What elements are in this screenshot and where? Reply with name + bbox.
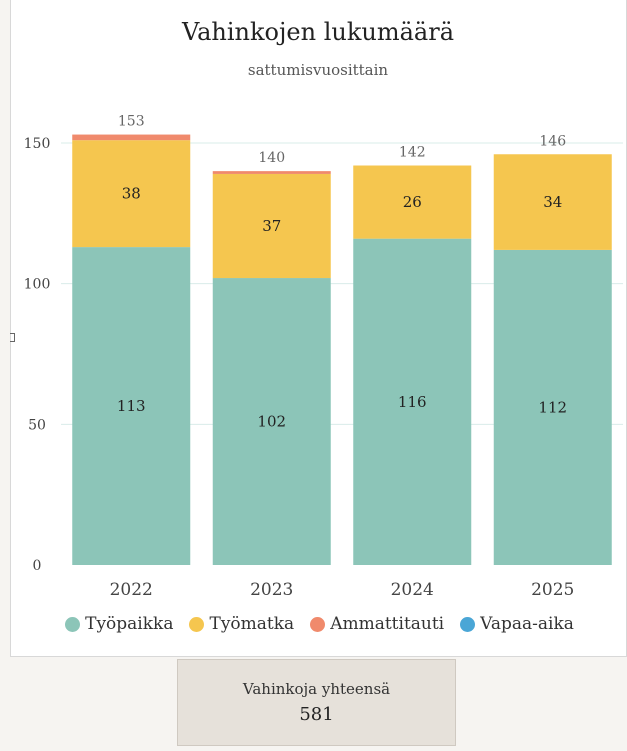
bar-segment-työmatka[interactable] bbox=[493, 154, 612, 250]
legend-item-työpaikka[interactable]: Työpaikka bbox=[65, 614, 173, 634]
bar-value-label: 38 bbox=[122, 185, 141, 203]
y-tick-label: 0 bbox=[33, 558, 42, 574]
chart-panel: Vahinkojen lukumäärä sattumisvuosittain … bbox=[10, 0, 627, 657]
chart-subtitle: sattumisvuosittain bbox=[248, 61, 389, 79]
bar-segment-ammattitauti[interactable] bbox=[72, 134, 191, 141]
legend-label: Ammattitauti bbox=[330, 614, 445, 634]
legend-item-ammattitauti[interactable]: Ammattitauti bbox=[310, 614, 444, 634]
x-tick-label: 2024 bbox=[391, 580, 434, 600]
total-card-value: 581 bbox=[299, 704, 334, 725]
x-tick-label: 2025 bbox=[531, 580, 574, 600]
legend-item-vapaa-aika[interactable]: Vapaa-aika bbox=[460, 614, 574, 634]
bar-value-label: 112 bbox=[538, 398, 567, 416]
chart-legend: Työpaikka Työmatka Ammattitauti Vapaa-aika bbox=[11, 614, 627, 634]
legend-swatch-icon bbox=[460, 616, 476, 632]
bar-segment-ammattitauti[interactable] bbox=[212, 171, 331, 174]
bar-segment-työpaikka[interactable] bbox=[72, 247, 191, 566]
x-tick-label: 2023 bbox=[250, 580, 293, 600]
bar-value-label: 26 bbox=[403, 193, 422, 211]
bar-segment-työmatka[interactable] bbox=[212, 173, 331, 279]
bar-value-label: 116 bbox=[398, 393, 427, 411]
bar-segment-työpaikka[interactable] bbox=[493, 249, 612, 565]
collapse-handle-icon[interactable] bbox=[10, 333, 15, 342]
legend-label: Työmatka bbox=[209, 614, 295, 634]
bar-total-label: 153 bbox=[118, 114, 145, 130]
stacked-bar-chart: Vahinkojen lukumäärä sattumisvuosittain … bbox=[24, 18, 623, 600]
bar-total-label: 146 bbox=[539, 133, 566, 149]
legend-label: Työpaikka bbox=[85, 614, 174, 634]
y-tick-label: 150 bbox=[24, 136, 51, 152]
bar-segment-työmatka[interactable] bbox=[72, 140, 191, 248]
legend-label: Vapaa-aika bbox=[480, 614, 574, 634]
bar-value-label: 102 bbox=[257, 413, 286, 431]
total-card-label: Vahinkoja yhteensä bbox=[242, 680, 391, 698]
bar-value-label: 37 bbox=[262, 217, 281, 235]
legend-swatch-icon bbox=[65, 616, 81, 632]
bar-value-label: 34 bbox=[543, 193, 562, 211]
legend-swatch-icon bbox=[310, 616, 326, 632]
chart-title: Vahinkojen lukumäärä bbox=[181, 18, 454, 46]
x-tick-label: 2022 bbox=[110, 580, 153, 600]
total-card: Vahinkoja yhteensä 581 bbox=[177, 659, 456, 746]
bar-value-label: 113 bbox=[117, 397, 146, 415]
legend-swatch-icon bbox=[189, 616, 205, 632]
bar-segment-työpaikka[interactable] bbox=[353, 238, 472, 566]
y-tick-label: 100 bbox=[24, 277, 51, 293]
y-tick-label: 50 bbox=[28, 417, 46, 433]
bar-segment-työpaikka[interactable] bbox=[212, 278, 331, 565]
bar-total-label: 140 bbox=[258, 150, 285, 166]
legend-item-työmatka[interactable]: Työmatka bbox=[189, 614, 294, 634]
bar-total-label: 142 bbox=[399, 145, 426, 161]
bar-segment-työmatka[interactable] bbox=[353, 165, 472, 239]
